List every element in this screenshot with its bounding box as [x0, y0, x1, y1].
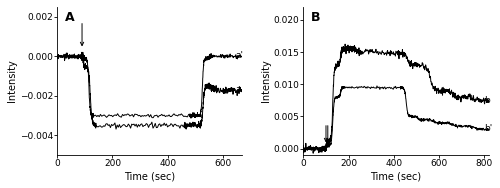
Text: A: A: [64, 11, 74, 24]
Text: b': b': [484, 124, 492, 133]
Y-axis label: Intensity: Intensity: [7, 60, 17, 102]
Text: B: B: [311, 11, 320, 24]
Text: a': a': [236, 51, 244, 60]
X-axis label: Time (sec): Time (sec): [124, 171, 176, 181]
X-axis label: Time (sec): Time (sec): [370, 171, 422, 181]
Y-axis label: Intensity: Intensity: [260, 60, 270, 102]
Text: a: a: [236, 85, 241, 94]
Text: b: b: [484, 96, 490, 105]
